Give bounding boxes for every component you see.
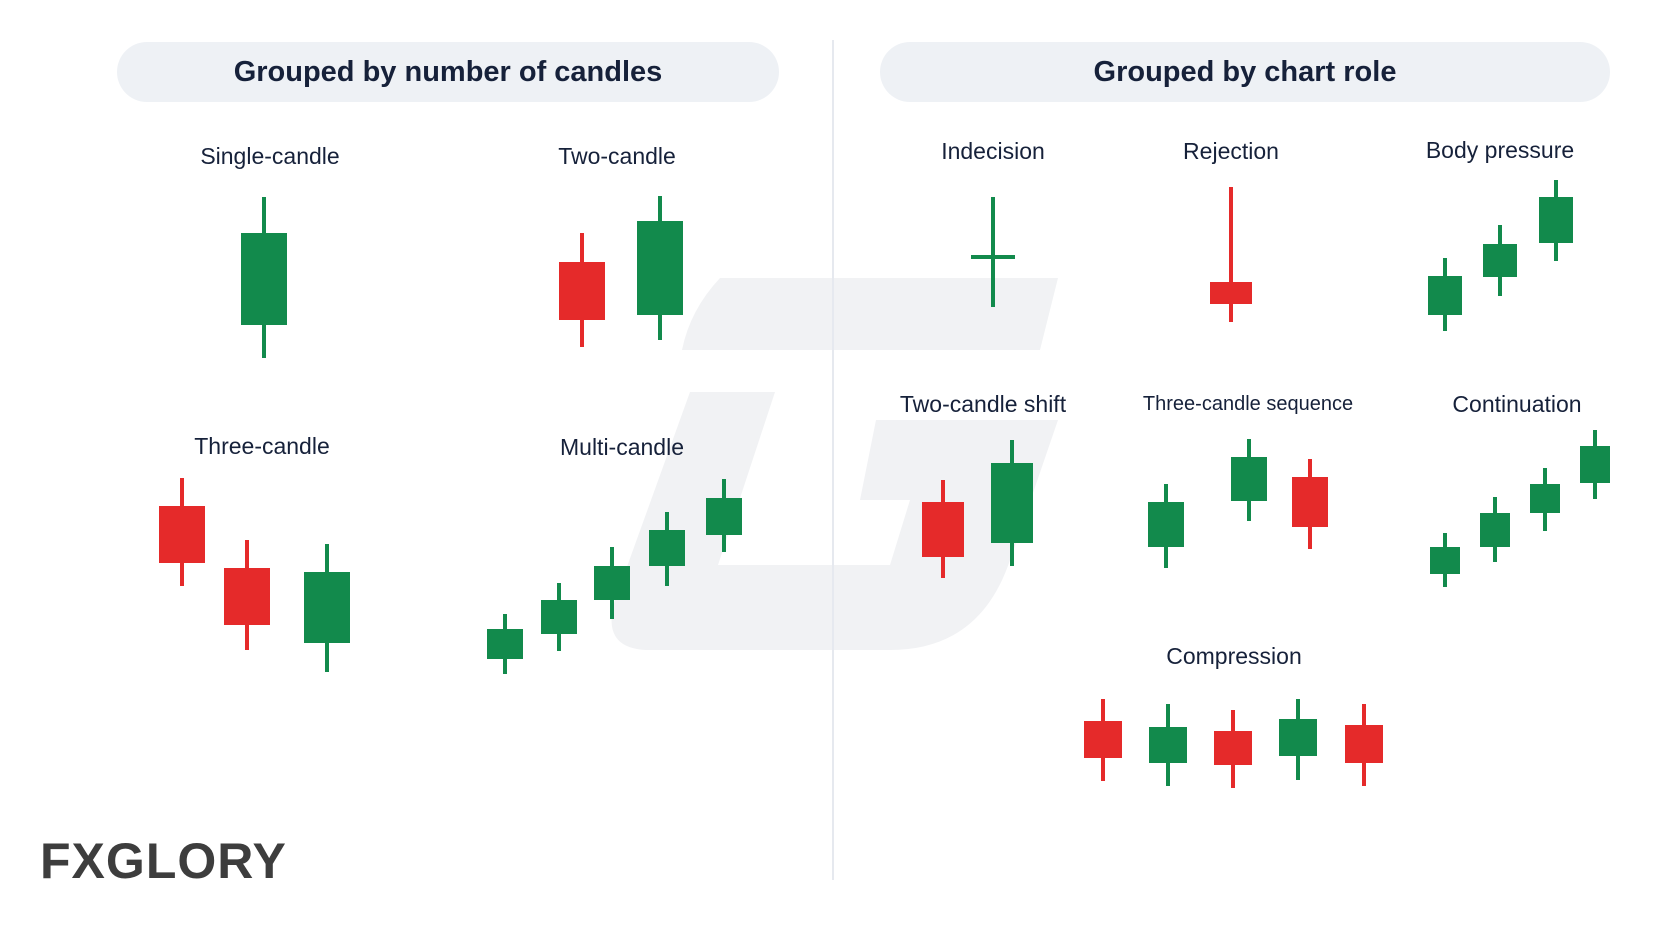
compression-candle-3 (1214, 710, 1252, 788)
section-divider (832, 40, 834, 880)
candle-body (594, 566, 630, 600)
two-candle-2 (637, 196, 683, 340)
two-shift-candle-2 (991, 440, 1033, 566)
indecision-candle-1 (971, 197, 1015, 307)
multi-candle-4 (649, 512, 685, 586)
candle-body (1480, 513, 1510, 547)
candle-body (1149, 727, 1187, 763)
multi-candle-2 (541, 583, 577, 651)
body-pressure-candle-2 (1483, 225, 1517, 296)
candle-body (1231, 457, 1267, 501)
candle-body (637, 221, 683, 315)
candle-body (224, 568, 270, 625)
continuation-candle-2 (1480, 497, 1510, 562)
label-two-candle-shift: Two-candle shift (899, 391, 1067, 417)
multi-candle-3 (594, 547, 630, 619)
brand-logo: FXGLORY (40, 833, 287, 889)
compression-candle-4 (1279, 699, 1317, 780)
candle-body (1210, 282, 1252, 304)
continuation-candle-3 (1530, 468, 1560, 531)
candle-body (1279, 719, 1317, 756)
label-body-pressure: Body pressure (1425, 137, 1575, 163)
candle-body (1084, 721, 1122, 758)
candle-body (706, 498, 742, 535)
multi-candle-5 (706, 479, 742, 552)
label-three-candle-sequence: Three-candle sequence (1142, 393, 1354, 415)
single-candle-1 (241, 197, 287, 358)
candle-body (1148, 502, 1184, 547)
candle-body (649, 530, 685, 566)
body-pressure-candle-1 (1428, 258, 1462, 331)
candle-body (922, 502, 964, 557)
label-continuation: Continuation (1452, 391, 1582, 417)
candle-body (159, 506, 205, 563)
rejection-candle-1 (1210, 187, 1252, 322)
candle-body (1428, 276, 1462, 315)
continuation-candle-4 (1580, 430, 1610, 499)
candle-body (1214, 731, 1252, 765)
candle-body (1539, 197, 1573, 243)
candle-body (971, 255, 1015, 259)
three-seq-candle-1 (1148, 484, 1184, 568)
three-candle-2 (224, 540, 270, 650)
candle-body (1483, 244, 1517, 277)
candle-body (541, 600, 577, 634)
candle-body (1292, 477, 1328, 527)
label-multi-candle: Multi-candle (560, 434, 684, 460)
candle-body (1430, 547, 1460, 574)
compression-candle-2 (1149, 704, 1187, 786)
label-two-candle: Two-candle (558, 143, 676, 169)
candle-body (991, 463, 1033, 543)
label-compression: Compression (1166, 643, 1302, 669)
candle-body (1530, 484, 1560, 513)
candle-body (241, 233, 287, 325)
compression-candle-5 (1345, 704, 1383, 786)
header-left: Grouped by number of candles (117, 42, 779, 102)
continuation-candle-1 (1430, 533, 1460, 587)
candle-body (487, 629, 523, 659)
candle-body (304, 572, 350, 643)
label-single-candle: Single-candle (200, 143, 340, 169)
three-seq-candle-2 (1231, 439, 1267, 521)
multi-candle-1 (487, 614, 523, 674)
three-candle-1 (159, 478, 205, 586)
three-seq-candle-3 (1292, 459, 1328, 549)
candle-body (559, 262, 605, 320)
candle-body (1345, 725, 1383, 763)
label-rejection: Rejection (1183, 138, 1279, 164)
two-shift-candle-1 (922, 480, 964, 578)
header-right: Grouped by chart role (880, 42, 1610, 102)
label-indecision: Indecision (941, 138, 1045, 164)
compression-candle-1 (1084, 699, 1122, 781)
label-three-candle: Three-candle (194, 433, 330, 459)
candle-body (1580, 446, 1610, 483)
body-pressure-candle-3 (1539, 180, 1573, 261)
three-candle-3 (304, 544, 350, 672)
two-candle-1 (559, 233, 605, 347)
